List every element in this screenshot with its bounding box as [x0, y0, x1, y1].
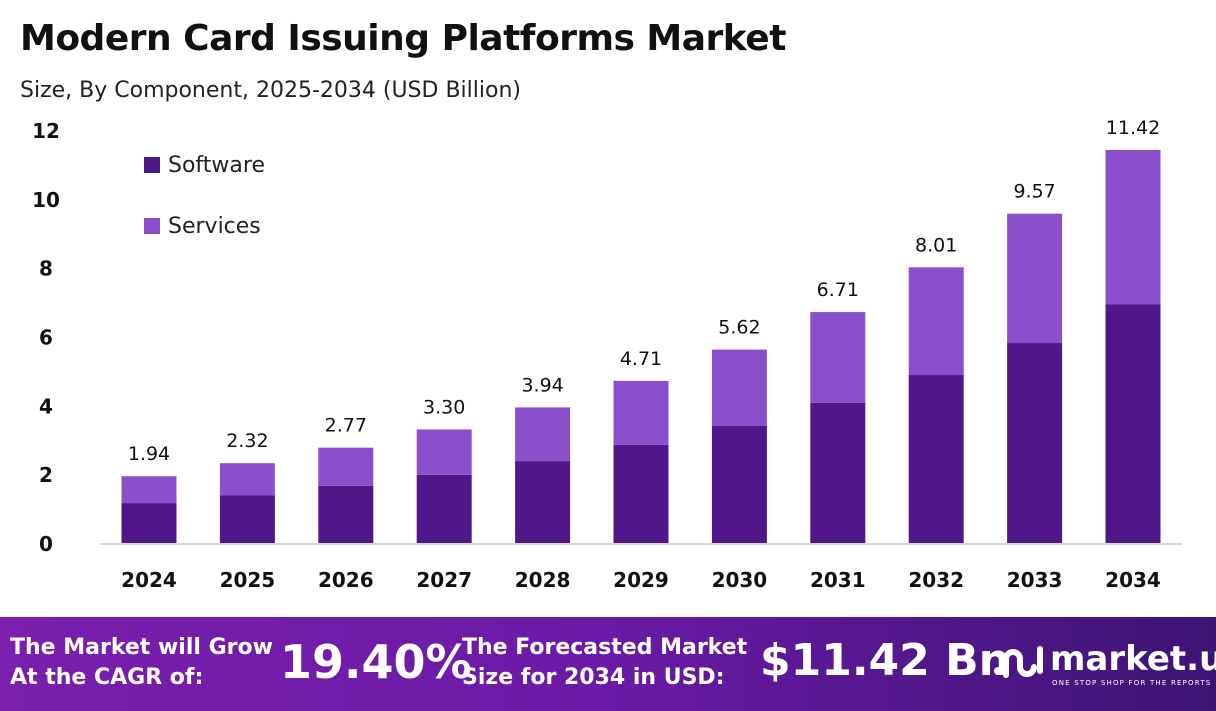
- bar-services-2033: [1007, 213, 1063, 344]
- legend-label-services: Services: [168, 214, 261, 239]
- data-label-2028: 3.94: [521, 374, 563, 396]
- x-tick-label: 2033: [1007, 568, 1063, 592]
- data-label-2034: 11.42: [1106, 117, 1160, 139]
- chart-title: Modern Card Issuing Platforms Market: [20, 18, 786, 59]
- y-tick-label: 10: [32, 188, 60, 212]
- bar-services-2024: [121, 476, 177, 504]
- bar-chart: 0 2 4 6 8 10 12 1.94 2.32 2.77 3.30 3.94 4.71 5.62 6.…: [32, 117, 1182, 592]
- cagr-label-line1: The Market will Grow: [10, 635, 273, 660]
- data-label-2025: 2.32: [226, 430, 268, 452]
- x-tick-label: 2028: [515, 568, 571, 592]
- x-tick-label: 2029: [613, 568, 669, 592]
- legend-swatch-software: [144, 157, 160, 173]
- data-label-2032: 8.01: [915, 234, 957, 256]
- y-tick-label: 4: [39, 394, 53, 418]
- y-tick-label: 8: [39, 257, 53, 281]
- x-tick-label: 2024: [121, 568, 177, 592]
- bar-software-2034: [1105, 304, 1161, 543]
- logo-icon: [994, 646, 1043, 678]
- bar-software-2028: [515, 461, 571, 543]
- forecast-label-line1: The Forecasted Market: [462, 635, 748, 660]
- bar-services-2031: [810, 312, 866, 403]
- y-axis: 0 2 4 6 8 10 12: [32, 119, 60, 556]
- y-tick-label: 0: [39, 532, 53, 556]
- bar-software-2024: [121, 503, 177, 543]
- forecast-label-line2: Size for 2034 in USD:: [462, 665, 725, 690]
- x-axis: 2024 2025 2026 2027 2028 2029 2030 2031 2032 2033…: [121, 568, 1161, 592]
- y-tick-label: 12: [32, 119, 60, 143]
- data-label-2024: 1.94: [128, 443, 170, 465]
- bar-services-2030: [711, 349, 767, 426]
- x-tick-label: 2034: [1105, 568, 1161, 592]
- footer-banner: The Market will Grow At the CAGR of: 19.…: [0, 617, 1216, 711]
- y-tick-label: 6: [39, 326, 53, 350]
- data-label-2031: 6.71: [817, 279, 859, 301]
- logo-tagline: ONE STOP SHOP FOR THE REPORTS: [1052, 679, 1212, 687]
- bar-software-2030: [711, 425, 767, 543]
- bar-software-2032: [908, 375, 964, 543]
- legend: Software Services: [144, 153, 265, 239]
- bars: 1.94 2.32 2.77 3.30 3.94 4.71 5.62 6.71 8.01 9.57…: [121, 117, 1161, 543]
- market-us-logo: market.us ONE STOP SHOP FOR THE REPORTS: [992, 639, 1216, 689]
- bar-services-2025: [219, 463, 275, 496]
- legend-swatch-services: [144, 218, 160, 234]
- y-tick-label: 2: [39, 463, 53, 487]
- bar-services-2034: [1105, 149, 1161, 305]
- bar-software-2025: [219, 495, 275, 543]
- forecast-label: The Forecasted Market Size for 2034 in U…: [462, 633, 747, 693]
- bar-software-2027: [416, 474, 472, 543]
- data-label-2026: 2.77: [325, 415, 367, 437]
- bar-services-2026: [318, 447, 374, 486]
- bar-services-2027: [416, 429, 472, 475]
- data-label-2029: 4.71: [620, 348, 662, 370]
- bar-software-2031: [810, 402, 866, 543]
- bar-services-2032: [908, 267, 964, 376]
- x-tick-label: 2025: [220, 568, 276, 592]
- bar-services-2029: [613, 380, 669, 445]
- x-tick-label: 2026: [318, 568, 374, 592]
- bar-software-2029: [613, 444, 669, 543]
- forecast-value: $11.42 Bn: [760, 635, 1010, 686]
- x-tick-label: 2027: [416, 568, 472, 592]
- cagr-label-line2: At the CAGR of:: [10, 665, 204, 690]
- bar-software-2026: [318, 485, 374, 543]
- cagr-value: 19.40%: [280, 635, 472, 689]
- x-tick-label: 2030: [712, 568, 768, 592]
- logo-text: market.us: [1050, 639, 1216, 679]
- chart-subtitle: Size, By Component, 2025-2034 (USD Billi…: [20, 78, 521, 103]
- legend-label-software: Software: [168, 153, 265, 178]
- x-tick-label: 2032: [908, 568, 964, 592]
- data-label-2027: 3.30: [423, 396, 465, 418]
- bar-software-2033: [1007, 343, 1063, 543]
- x-tick-label: 2031: [810, 568, 866, 592]
- data-label-2030: 5.62: [718, 317, 760, 339]
- bar-services-2028: [515, 407, 571, 462]
- data-label-2033: 9.57: [1013, 181, 1055, 203]
- cagr-label: The Market will Grow At the CAGR of:: [10, 633, 273, 693]
